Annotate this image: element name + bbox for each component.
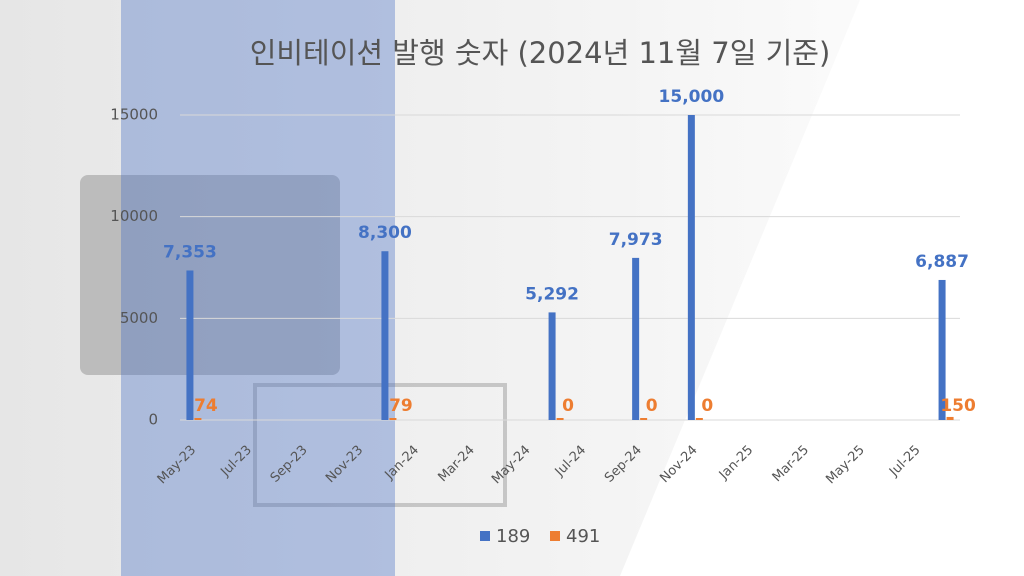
data-label: 0	[701, 396, 713, 416]
legend-label: 189	[496, 526, 530, 547]
bar	[381, 251, 389, 420]
bar	[194, 418, 202, 420]
data-label: 0	[646, 396, 658, 416]
y-tick-label: 0	[148, 411, 158, 429]
data-label: 15,000	[659, 87, 725, 107]
bar	[556, 418, 564, 420]
chart-title: 인비테이션 발행 숫자 (2024년 11월 7일 기준)	[250, 36, 831, 70]
bar	[946, 416, 954, 420]
y-tick-label: 15000	[110, 106, 158, 124]
bar	[632, 257, 640, 420]
data-label: 0	[562, 396, 574, 416]
blue-overlay	[121, 0, 395, 576]
data-label: 5,292	[525, 284, 579, 304]
data-label: 79	[389, 396, 413, 416]
visa-stamp	[253, 383, 507, 507]
legend-label: 491	[566, 526, 600, 547]
legend-swatch	[480, 531, 490, 541]
bar	[548, 312, 556, 420]
bar	[938, 279, 946, 420]
bar	[389, 418, 397, 420]
bar	[687, 115, 695, 420]
stamp-image	[80, 175, 340, 375]
data-label: 6,887	[915, 252, 969, 272]
background-light	[620, 0, 1024, 576]
data-label: 74	[194, 396, 218, 416]
data-label: 7,353	[163, 242, 217, 262]
bar	[640, 418, 648, 420]
data-label: 150	[940, 396, 976, 416]
data-label: 8,300	[358, 223, 412, 243]
y-tick-label: 5000	[120, 309, 158, 327]
bar	[695, 418, 703, 420]
data-label: 7,973	[609, 230, 663, 250]
y-tick-label: 10000	[110, 207, 158, 225]
bar	[186, 270, 194, 420]
legend-swatch	[550, 531, 560, 541]
